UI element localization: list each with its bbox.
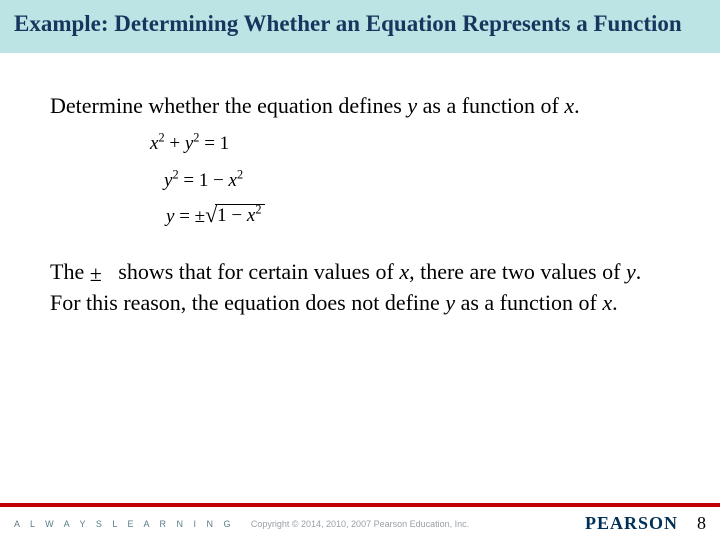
eq3-equals: = — [174, 206, 194, 227]
exp-y: y — [626, 259, 636, 284]
eq1-y: y — [185, 133, 193, 154]
equation-line-1: x2 + y2 = 1 — [150, 126, 670, 162]
exp-p1: The — [50, 259, 90, 284]
equation-block: x2 + y2 = 1 y2 = 1 − x2 y = ±√1 − x2 — [150, 126, 670, 234]
exp-plusminus: ± — [90, 259, 102, 289]
exp-p5: as a function of — [455, 290, 602, 315]
exp-x2: x — [602, 290, 612, 315]
eq3-plusminus: ± — [195, 206, 205, 227]
prompt-text: Determine whether the equation defines y… — [50, 91, 670, 121]
prompt-var-y: y — [407, 93, 417, 118]
eq3-rad-sup: 2 — [255, 202, 261, 216]
eq2-sup2: 2 — [237, 167, 243, 181]
exp-y2: y — [445, 290, 455, 315]
footer-copyright: Copyright © 2014, 2010, 2007 Pearson Edu… — [251, 519, 469, 529]
eq1-plus: + — [165, 133, 185, 154]
sqrt-expression: √1 − x2 — [205, 204, 264, 228]
slide-title: Example: Determining Whether an Equation… — [14, 10, 706, 39]
prompt-var-x: x — [564, 93, 574, 118]
explanation-text: The ± shows that for certain values of x… — [50, 257, 670, 318]
page-number: 8 — [697, 513, 706, 534]
footer: A L W A Y S L E A R N I N G Copyright © … — [0, 507, 720, 540]
equation-line-3: y = ±√1 − x2 — [166, 199, 670, 235]
exp-p6: . — [612, 290, 618, 315]
exp-p3: , there are two values of — [409, 259, 626, 284]
prompt-period: . — [574, 93, 580, 118]
exp-x: x — [399, 259, 409, 284]
content-area: Determine whether the equation defines y… — [0, 53, 720, 318]
prompt-part1: Determine whether the equation defines — [50, 93, 407, 118]
eq1-rhs: = 1 — [199, 133, 229, 154]
eq3-rad-1: 1 − — [217, 205, 247, 226]
eq2-mid: = 1 − — [179, 170, 229, 191]
equation-line-2: y2 = 1 − x2 — [164, 163, 670, 199]
eq2-x: x — [229, 170, 237, 191]
pearson-logo: PEARSON — [585, 513, 678, 534]
prompt-part2: as a function of — [417, 93, 564, 118]
title-bar: Example: Determining Whether an Equation… — [0, 0, 720, 53]
exp-p2: shows that for certain values of — [113, 259, 400, 284]
footer-tagline: A L W A Y S L E A R N I N G — [14, 519, 235, 529]
radicand: 1 − x2 — [215, 204, 264, 228]
